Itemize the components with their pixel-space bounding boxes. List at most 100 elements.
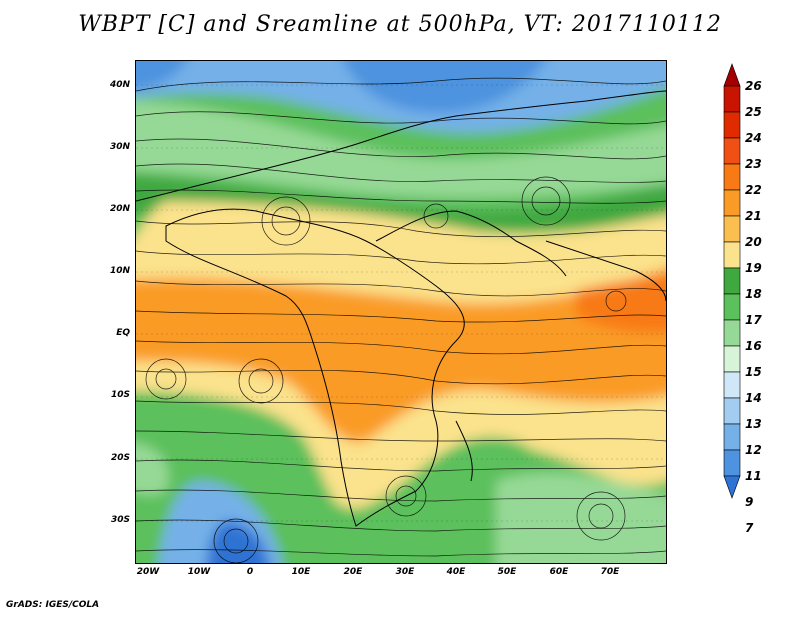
lat-label: 40N [109,80,130,90]
colorbar-cell [723,319,741,347]
colorbar-cell [723,397,741,425]
lon-label: 10W [187,567,211,577]
colorbar-label: 18 [745,287,762,301]
lat-label: 10S [110,390,130,400]
streamline [136,430,666,442]
streamline [136,549,666,557]
colorbar-label: 22 [745,183,762,197]
streamlines [136,77,666,563]
africa-coastline [165,208,465,527]
lon-label: 40E [446,567,466,577]
colorbar-cell [723,371,741,399]
lon-label: 60E [549,567,569,577]
streamline-eddy [248,368,274,394]
colorbar [723,63,741,499]
streamline [136,111,666,125]
colorbar-cell [723,137,741,165]
equatorial-orange-shading [136,268,666,443]
streamline-eddy [588,503,614,529]
colorbar-cell [723,241,741,269]
colorbar-label: 17 [745,313,762,327]
graticule [136,84,666,522]
lon-label: 20E [343,567,363,577]
mediterranean-coastline [136,90,666,202]
streamline [136,220,666,237]
streamline-eddy [423,203,449,229]
colorbar-label: 21 [745,209,762,223]
colorbar-cell [723,267,741,295]
south-lightgreen-shading [496,472,666,563]
streamline [136,77,666,92]
colorbar-cell [723,345,741,373]
colorbar-label: 25 [745,105,762,119]
streamline-eddy [238,358,284,404]
colorbar-cell [723,475,741,499]
lat-label: 20S [110,453,130,463]
india-coastline [545,240,666,302]
lat-label: EQ [116,328,130,338]
lon-label: 50E [497,567,517,577]
streamline-eddy [261,196,311,246]
streamline [136,519,666,532]
lon-label: 10E [291,567,311,577]
streamline-eddy [395,485,417,507]
colorbar-cell [723,423,741,451]
colorbar-label: 24 [745,131,762,145]
colorbar-label: 11 [745,469,762,483]
streamline-eddy [531,186,561,216]
streamline [136,250,666,265]
colorbar-label: 14 [745,391,762,405]
indian-ocean-warm-core [576,275,666,333]
colorbar-label: 23 [745,157,762,171]
lon-label: 70E [600,567,620,577]
streamline [136,340,666,355]
grads-credit: GrADS: IGES/COLA [6,600,100,610]
colorbar-cell [723,189,741,217]
colorbar-cell [723,215,741,243]
streamline [136,310,666,323]
colorbar-label: 16 [745,339,762,353]
colorbar-label: 26 [745,79,762,93]
streamline [136,400,666,415]
wbpt-shading [136,61,666,563]
streamline-eddy [145,358,187,400]
streamline [136,459,666,472]
lat-label: 30S [110,515,130,525]
madagascar-coastline [455,420,473,482]
north-lightgreen-shading [136,101,666,198]
streamline-eddy [576,491,626,541]
map-panel [135,60,667,564]
streamline-eddy [155,368,177,390]
streamline [136,369,666,385]
colorbar-label: 20 [745,235,762,249]
map-title: WBPT [C] and Sreamline at 500hPa, VT: 20… [78,12,722,37]
lon-label: 20W [136,567,160,577]
streamline-eddy [605,290,627,312]
lon-label: 0 [246,567,254,577]
streamline [136,138,666,160]
lat-label: 10N [109,266,130,276]
south-atlantic-coldest-shading [206,521,270,563]
colorbar-label: 19 [745,261,762,275]
coastlines [136,90,666,527]
colorbar-cell [723,63,741,87]
colorbar-cell [723,449,741,477]
lat-label: 30N [109,142,130,152]
streamline-eddy [223,528,249,554]
streamline [136,163,666,183]
streamline [136,189,666,204]
colorbar-cell [723,85,741,113]
streamline-eddy [521,176,571,226]
colorbar-label: 12 [745,443,762,457]
colorbar-cell [723,293,741,321]
colorbar-label: 15 [745,365,762,379]
north-coldest-shading [343,61,546,113]
northwest-cold-shading [136,61,187,90]
arabia-coastline [375,210,567,277]
colorbar-label: 7 [745,521,754,535]
streamline-eddy [385,475,427,517]
lat-label: 20N [109,204,130,214]
colorbar-label: 9 [745,495,754,509]
west-lightgreen-shading [136,443,169,496]
colorbar-label: 13 [745,417,762,431]
